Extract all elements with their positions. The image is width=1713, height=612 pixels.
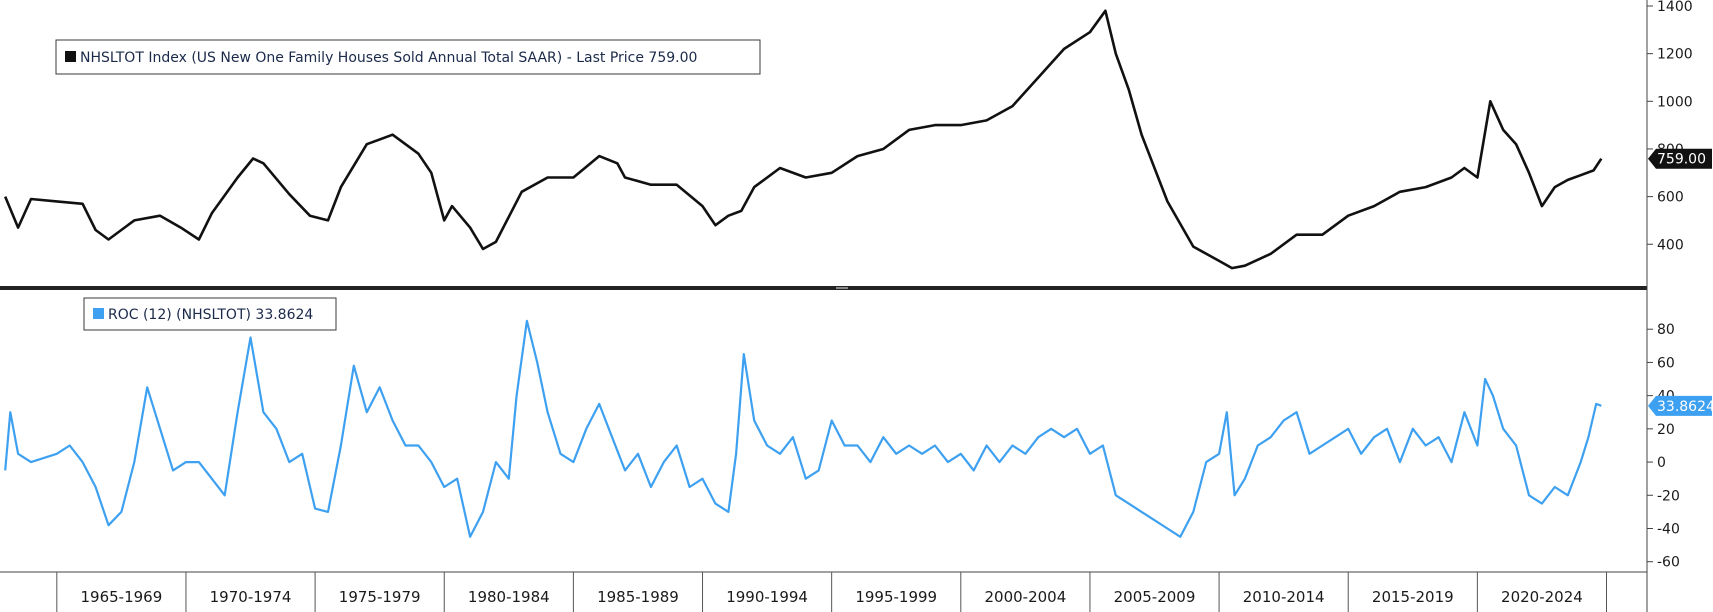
panel-divider <box>0 286 1647 290</box>
x-period-label: 1990-1994 <box>726 588 808 606</box>
y-tick-label: 20 <box>1657 422 1675 438</box>
x-axis: 1965-1969 1970-1974 1975-1979 1980-1984 1985… <box>0 571 1647 612</box>
y-tick-label: 1000 <box>1657 94 1693 110</box>
x-period-label: 1965-1969 <box>81 588 163 606</box>
top-legend-box <box>55 39 761 75</box>
x-period-label: 2020-2024 <box>1501 588 1583 606</box>
top-legend: NHSLTOT Index (US New One Family Houses … <box>55 39 761 75</box>
bottom-last-value-label: 33.8624 <box>1657 399 1713 415</box>
bottom-y-axis: -60-40-20020406080 <box>1647 322 1680 571</box>
top-y-axis: 400600800100012001400 <box>1647 0 1693 253</box>
y-tick-label: 0 <box>1657 455 1666 471</box>
top-last-value-label: 759.00 <box>1657 152 1706 168</box>
x-period-label: 1995-1999 <box>855 588 937 606</box>
y-tick-label: -20 <box>1657 488 1680 504</box>
y-tick-label: -40 <box>1657 521 1680 537</box>
bottom-last-value-flag: 33.8624 <box>1648 395 1713 416</box>
top-legend-label: NHSLTOT Index (US New One Family Houses … <box>80 50 697 66</box>
y-tick-label: 1200 <box>1657 47 1693 63</box>
x-axis-periods: 1965-1969 1970-1974 1975-1979 1980-1984 1985… <box>56 572 1608 612</box>
x-period-label: 2015-2019 <box>1372 588 1454 606</box>
bottom-last-value-flag-shape <box>1648 395 1712 416</box>
y-tick-label: 400 <box>1657 237 1684 253</box>
panel-divider-handle[interactable] <box>836 287 848 289</box>
x-period-label: 2000-2004 <box>984 588 1066 606</box>
x-period-label: 1980-1984 <box>468 588 550 606</box>
bottom-legend: ROC (12) (NHSLTOT) 33.8624 <box>83 297 337 331</box>
x-period-label: 2005-2009 <box>1114 588 1196 606</box>
x-period-label: 1975-1979 <box>339 588 421 606</box>
top-panel: 400600800100012001400 NHSLTOT Index (US … <box>3 0 1712 270</box>
bottom-panel: -60-40-20020406080 ROC (12) (NHSLTOT) 33… <box>4 297 1713 571</box>
top-last-value-flag-shape <box>1648 148 1712 169</box>
x-period-label: 1985-1989 <box>597 588 679 606</box>
top-last-value-flag: 759.00 <box>1648 148 1712 169</box>
top-legend-swatch <box>65 51 76 62</box>
bottom-legend-box <box>83 297 337 331</box>
top-series-line <box>3 9 1603 270</box>
bottom-legend-swatch <box>93 308 104 319</box>
x-period-label: 2010-2014 <box>1243 588 1325 606</box>
bottom-legend-label: ROC (12) (NHSLTOT) 33.8624 <box>108 307 313 323</box>
bottom-series-line <box>4 319 1602 538</box>
y-tick-label: 60 <box>1657 355 1675 371</box>
x-period-label: 1970-1974 <box>210 588 292 606</box>
y-tick-label: 600 <box>1657 190 1684 206</box>
y-tick-label: 1400 <box>1657 0 1693 15</box>
y-tick-label: 80 <box>1657 322 1675 338</box>
y-tick-label: -60 <box>1657 555 1680 571</box>
